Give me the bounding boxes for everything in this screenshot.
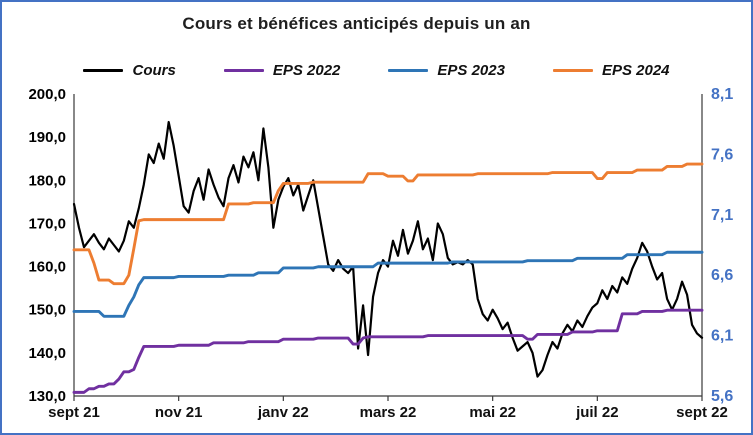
- series-line-cours: [72, 120, 704, 378]
- x-axis-tick-label: juil 22: [575, 404, 619, 421]
- left-axis-tick-label: 160,0: [28, 259, 66, 276]
- x-axis-tick-label: mars 22: [360, 404, 417, 421]
- x-axis-tick-label: nov 21: [155, 404, 203, 421]
- legend-line-swatch: [83, 69, 124, 72]
- x-axis-tick-label: sept 21: [48, 404, 100, 421]
- left-axis-tick-label: 150,0: [28, 302, 66, 319]
- left-axis-tick-label: 170,0: [28, 215, 66, 232]
- left-axis-tick-label: 200,0: [28, 86, 66, 103]
- legend-line-swatch: [388, 69, 429, 72]
- right-axis-tick-label: 7,6: [711, 146, 733, 163]
- legend-label: EPS 2023: [437, 62, 505, 79]
- left-axis-tick-label: 140,0: [28, 345, 66, 362]
- legend-item-cours: Cours: [83, 62, 176, 79]
- left-axis-tick-label: 190,0: [28, 129, 66, 146]
- series-line-eps-2024: [72, 162, 704, 286]
- left-axis-tick-label: 180,0: [28, 172, 66, 189]
- legend-item-eps-2023: EPS 2023: [388, 62, 505, 79]
- chart-legend: Cours EPS 2022 EPS 2023 EPS 2024: [2, 62, 751, 79]
- chart-title: Cours et bénéfices anticipés depuis un a…: [182, 14, 531, 33]
- right-axis-tick-label: 7,1: [711, 207, 733, 224]
- series-line-eps-2023: [72, 250, 704, 318]
- right-axis-tick-label: 8,1: [711, 86, 733, 103]
- legend-label: Cours: [132, 62, 176, 79]
- legend-label: EPS 2024: [601, 62, 670, 79]
- right-axis-tick-label: 6,6: [711, 267, 733, 284]
- series-line-eps-2022: [72, 308, 704, 394]
- right-axis-tick-label: 6,1: [711, 328, 733, 345]
- x-axis-tick-label: sept 22: [676, 404, 728, 421]
- x-axis-tick-label: janv 22: [257, 404, 309, 421]
- legend-line-swatch: [223, 69, 264, 72]
- left-axis-tick-label: 130,0: [28, 388, 66, 405]
- legend-line-swatch: [552, 69, 593, 72]
- legend-item-eps-2024: EPS 2024: [552, 62, 670, 79]
- legend-label: EPS 2022: [272, 62, 341, 79]
- x-axis-tick-label: mai 22: [469, 404, 516, 421]
- legend-item-eps-2022: EPS 2022: [223, 62, 341, 79]
- right-axis-tick-label: 5,6: [711, 388, 733, 405]
